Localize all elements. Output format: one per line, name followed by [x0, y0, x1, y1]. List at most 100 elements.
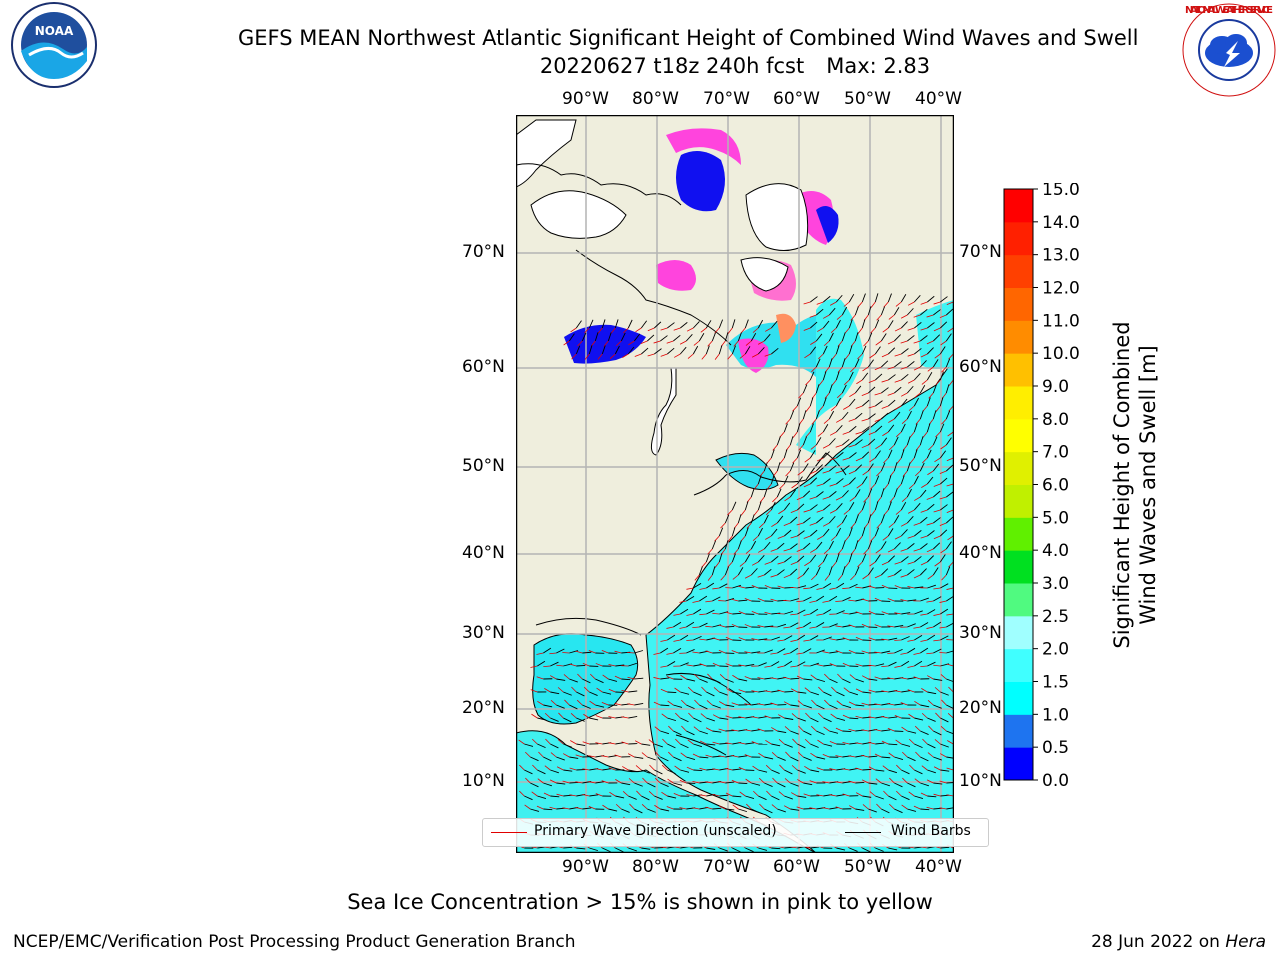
wind-barb — [893, 436, 899, 446]
land-white — [516, 119, 809, 456]
wave-direction-arrow — [895, 739, 902, 745]
coastlines — [516, 163, 847, 756]
wind-barb — [940, 504, 948, 511]
wave-direction-arrow — [835, 496, 843, 501]
wind-barb — [803, 648, 812, 654]
wind-barb — [939, 423, 945, 433]
wind-barb — [823, 478, 831, 485]
wave-direction-arrow — [824, 673, 830, 680]
wave-direction-arrow — [732, 674, 739, 680]
wave-direction-arrow — [817, 327, 824, 332]
wave-direction-arrow — [582, 768, 590, 771]
wind-barb — [940, 635, 949, 641]
wind-barb — [927, 743, 936, 749]
wave-direction-arrow — [907, 509, 915, 514]
wind-barb — [797, 691, 807, 694]
wind-barb — [790, 808, 800, 811]
wave-direction-arrow — [738, 637, 746, 641]
wave-direction-arrow — [835, 727, 843, 732]
wind-barb — [809, 346, 817, 355]
colorbar-tick-label: 0.5 — [1042, 738, 1069, 758]
wave-direction-arrow — [857, 353, 863, 360]
wind-barb — [667, 795, 677, 799]
wave-direction-arrow — [796, 600, 804, 603]
wave-direction-arrow — [874, 418, 882, 422]
wind-barb — [680, 634, 689, 641]
wind-barb — [862, 399, 870, 407]
wind-barb — [816, 756, 826, 760]
wind-barb — [680, 321, 688, 329]
wind-barb — [835, 371, 840, 381]
wave-direction-arrow — [783, 574, 791, 579]
lat-label-right: 30°N — [959, 623, 1002, 643]
wind-barb — [907, 647, 916, 654]
map-frame — [516, 115, 954, 853]
wave-direction-arrow — [751, 611, 759, 615]
wave-direction-arrow — [939, 600, 947, 603]
wind-barb — [543, 704, 553, 708]
wave-direction-arrow — [933, 639, 941, 642]
wind-barb — [945, 437, 952, 446]
wave-direction-arrow — [699, 613, 707, 616]
wind-barb — [900, 449, 905, 459]
wave-direction-arrow — [770, 677, 778, 680]
wind-barb — [933, 756, 942, 761]
wind-barb — [718, 527, 724, 537]
lat-label-right: 70°N — [959, 242, 1002, 262]
wave-direction-arrow — [823, 340, 830, 347]
wind-barb — [828, 410, 835, 420]
wave-direction-arrow — [816, 794, 824, 797]
wind-barb — [797, 634, 806, 641]
wave-direction-arrow — [783, 626, 791, 629]
legend-wave-direction: Primary Wave Direction (unscaled) — [534, 823, 777, 839]
wind-barb — [660, 677, 670, 680]
wind-barb — [940, 608, 949, 615]
wind-barb — [906, 385, 914, 394]
wave-direction-arrow — [751, 561, 759, 566]
colorbar-segment — [1004, 648, 1033, 682]
wind-barb — [628, 847, 637, 852]
wind-barb — [582, 651, 592, 654]
wave-direction-arrow — [679, 807, 687, 810]
wave-direction-arrow — [583, 713, 590, 719]
wind-barb — [550, 691, 560, 695]
wind-barb — [802, 463, 809, 472]
wave-direction-arrow — [686, 327, 694, 332]
wave-direction-arrow — [882, 431, 889, 437]
lon-label-bottom: 90°W — [562, 857, 609, 877]
wind-barb — [810, 321, 818, 329]
wave-direction-arrow — [861, 623, 869, 628]
wind-barb — [894, 703, 904, 706]
wave-direction-arrow — [714, 561, 720, 568]
wind-barb — [927, 691, 937, 695]
colorbar-tick-label: 4.0 — [1042, 541, 1069, 561]
wind-barb — [777, 542, 785, 550]
wave-direction-arrow — [835, 755, 843, 758]
wind-barb — [784, 769, 793, 775]
wave-direction-arrow — [868, 379, 876, 384]
wave-direction-arrow — [900, 392, 908, 397]
wind-barb — [621, 678, 631, 681]
wave-direction-arrow — [725, 636, 733, 641]
wind-barb — [686, 621, 695, 628]
wind-barb — [595, 704, 605, 708]
wind-barb — [815, 566, 821, 576]
wind-barb — [537, 660, 546, 667]
wind-barb — [888, 795, 897, 801]
wave-direction-arrow — [654, 777, 661, 784]
wind-barb — [875, 663, 885, 667]
wave-direction-arrow — [831, 561, 837, 568]
wave-direction-arrow — [753, 790, 759, 797]
wave-direction-arrow — [550, 752, 557, 758]
wave-direction-arrow — [693, 673, 700, 680]
wind-barb — [835, 345, 840, 355]
wind-barb — [933, 517, 941, 524]
wind-barb — [881, 782, 890, 787]
colorbar-segment — [1004, 550, 1033, 584]
wave-direction-arrow — [913, 574, 921, 579]
wind-barb — [940, 769, 950, 772]
lon-label-top: 70°W — [703, 89, 750, 109]
wind-barb — [680, 691, 690, 695]
wind-barb — [594, 332, 599, 342]
wind-barb — [699, 622, 708, 628]
